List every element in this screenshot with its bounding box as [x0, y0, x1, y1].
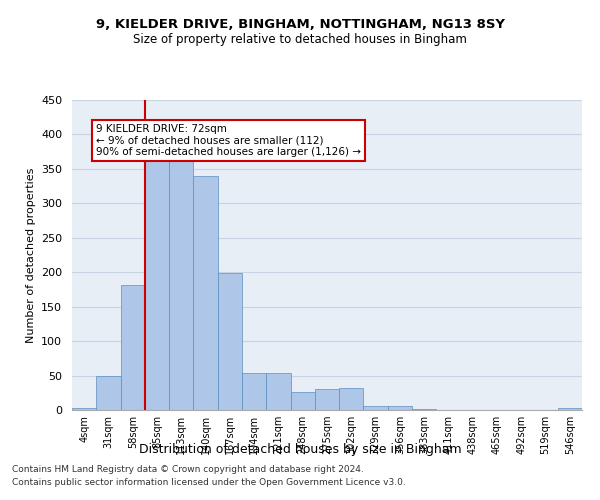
- Text: Distribution of detached houses by size in Bingham: Distribution of detached houses by size …: [139, 442, 461, 456]
- Bar: [558, 408, 582, 410]
- Text: 9, KIELDER DRIVE, BINGHAM, NOTTINGHAM, NG13 8SY: 9, KIELDER DRIVE, BINGHAM, NOTTINGHAM, N…: [95, 18, 505, 30]
- Bar: [388, 406, 412, 410]
- Bar: [266, 373, 290, 410]
- Bar: [193, 176, 218, 410]
- Bar: [364, 406, 388, 410]
- Bar: [290, 392, 315, 410]
- Bar: [96, 376, 121, 410]
- Text: Size of property relative to detached houses in Bingham: Size of property relative to detached ho…: [133, 32, 467, 46]
- Bar: [145, 158, 169, 410]
- Bar: [242, 373, 266, 410]
- Y-axis label: Number of detached properties: Number of detached properties: [26, 168, 35, 342]
- Bar: [72, 408, 96, 410]
- Bar: [339, 388, 364, 410]
- Bar: [218, 273, 242, 410]
- Text: Contains public sector information licensed under the Open Government Licence v3: Contains public sector information licen…: [12, 478, 406, 487]
- Bar: [412, 408, 436, 410]
- Bar: [315, 388, 339, 410]
- Text: 9 KIELDER DRIVE: 72sqm
← 9% of detached houses are smaller (112)
90% of semi-det: 9 KIELDER DRIVE: 72sqm ← 9% of detached …: [96, 124, 361, 158]
- Bar: [121, 284, 145, 410]
- Bar: [169, 158, 193, 410]
- Text: Contains HM Land Registry data © Crown copyright and database right 2024.: Contains HM Land Registry data © Crown c…: [12, 466, 364, 474]
